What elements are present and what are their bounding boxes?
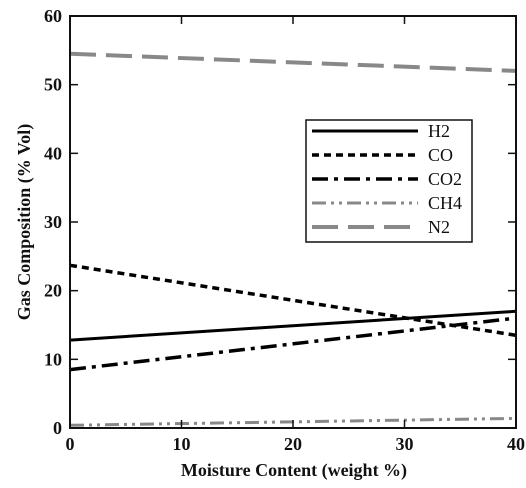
legend-label-n2: N2: [428, 217, 450, 237]
y-tick-label: 60: [44, 6, 62, 26]
legend-box: [305, 119, 473, 243]
y-tick-label: 30: [44, 212, 62, 232]
series-line-co2: [70, 316, 516, 372]
x-tick-label: 20: [284, 434, 302, 454]
x-tick-label: 0: [66, 434, 75, 454]
series-line-n2: [70, 51, 516, 73]
series-line-co: [70, 263, 516, 338]
x-tick-label: 10: [173, 434, 191, 454]
x-axis-title: Moisture Content (weight %): [181, 460, 407, 481]
legend: H2 CO CO2 CH4 N2: [305, 119, 473, 243]
legend-label-h2: H2: [428, 121, 450, 141]
x-tick-label: 40: [507, 434, 525, 454]
x-tick-label: 30: [396, 434, 414, 454]
legend-label-co: CO: [428, 145, 453, 165]
y-tick-label: 20: [44, 281, 62, 301]
y-tick-label: 10: [44, 349, 62, 369]
y-tick-label: 50: [44, 75, 62, 95]
series-line-h2: [70, 309, 516, 342]
axes: 0 10 20 30 40 0 10 20 30 40 50 60: [44, 6, 525, 454]
y-tick-label: 0: [53, 418, 62, 438]
legend-label-co2: CO2: [428, 169, 462, 189]
y-axis-title: Gas Composition (% Vol): [14, 124, 35, 321]
y-tick-label: 40: [44, 143, 62, 163]
legend-items: H2 CO CO2 CH4 N2: [312, 121, 462, 237]
legend-label-ch4: CH4: [428, 193, 462, 213]
